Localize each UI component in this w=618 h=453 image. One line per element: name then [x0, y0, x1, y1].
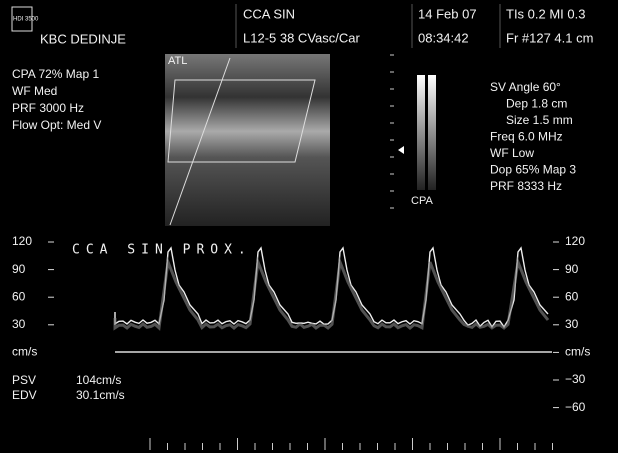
- setting: SV Angle 60°: [490, 80, 561, 94]
- scale-label: 30: [565, 317, 579, 331]
- image-label: ATL: [168, 55, 187, 67]
- probe: L12-5 38 CVasc/Car: [243, 30, 360, 45]
- setting: CPA 72% Map 1: [12, 67, 99, 81]
- setting: Dop 65% Map 3: [490, 163, 576, 177]
- setting: Size 1.5 mm: [506, 113, 573, 127]
- color-bar: [428, 75, 436, 190]
- scale-label: 120: [12, 234, 32, 248]
- setting: WF Low: [490, 146, 534, 160]
- setting: Freq 6.0 MHz: [490, 130, 563, 144]
- measure-value: 104cm/s: [76, 373, 121, 387]
- scale-label: cm/s: [565, 345, 590, 359]
- frame: Fr #127 4.1 cm: [506, 30, 593, 45]
- setting: PRF 8333 Hz: [490, 179, 562, 193]
- study: CCA SIN: [243, 6, 295, 21]
- scale-label: 90: [565, 262, 579, 276]
- scale-label: 120: [565, 234, 585, 248]
- setting: Flow Opt: Med V: [12, 118, 101, 132]
- setting: Dep 1.8 cm: [506, 97, 567, 111]
- scale-label: 30: [12, 317, 26, 331]
- time: 08:34:42: [418, 30, 469, 45]
- setting: WF Med: [12, 84, 57, 98]
- color-bar: [417, 75, 425, 190]
- scale-label: 90: [12, 262, 26, 276]
- ultrasound-screen: HDI 3500 KBC DEDINJE CCA SIN L12-5 38 CV…: [0, 0, 618, 453]
- setting: PRF 3000 Hz: [12, 101, 84, 115]
- scale-label: 60: [565, 289, 579, 303]
- measure-name: EDV: [12, 388, 37, 402]
- scale-label: −60: [565, 400, 586, 414]
- measure-value: 30.1cm/s: [76, 388, 125, 402]
- spectrum-label: CCA SIN PROX.: [72, 243, 252, 258]
- tis-mi: TIs 0.2 MI 0.3: [506, 6, 585, 21]
- measure-name: PSV: [12, 373, 36, 387]
- hospital: KBC DEDINJE: [40, 31, 126, 46]
- date: 14 Feb 07: [418, 6, 477, 21]
- color-bar-label: CPA: [411, 195, 433, 207]
- scale-label: 60: [12, 289, 26, 303]
- scale-label: cm/s: [12, 345, 37, 359]
- scale-label: −30: [565, 372, 586, 386]
- logo: HDI 3500: [13, 17, 39, 23]
